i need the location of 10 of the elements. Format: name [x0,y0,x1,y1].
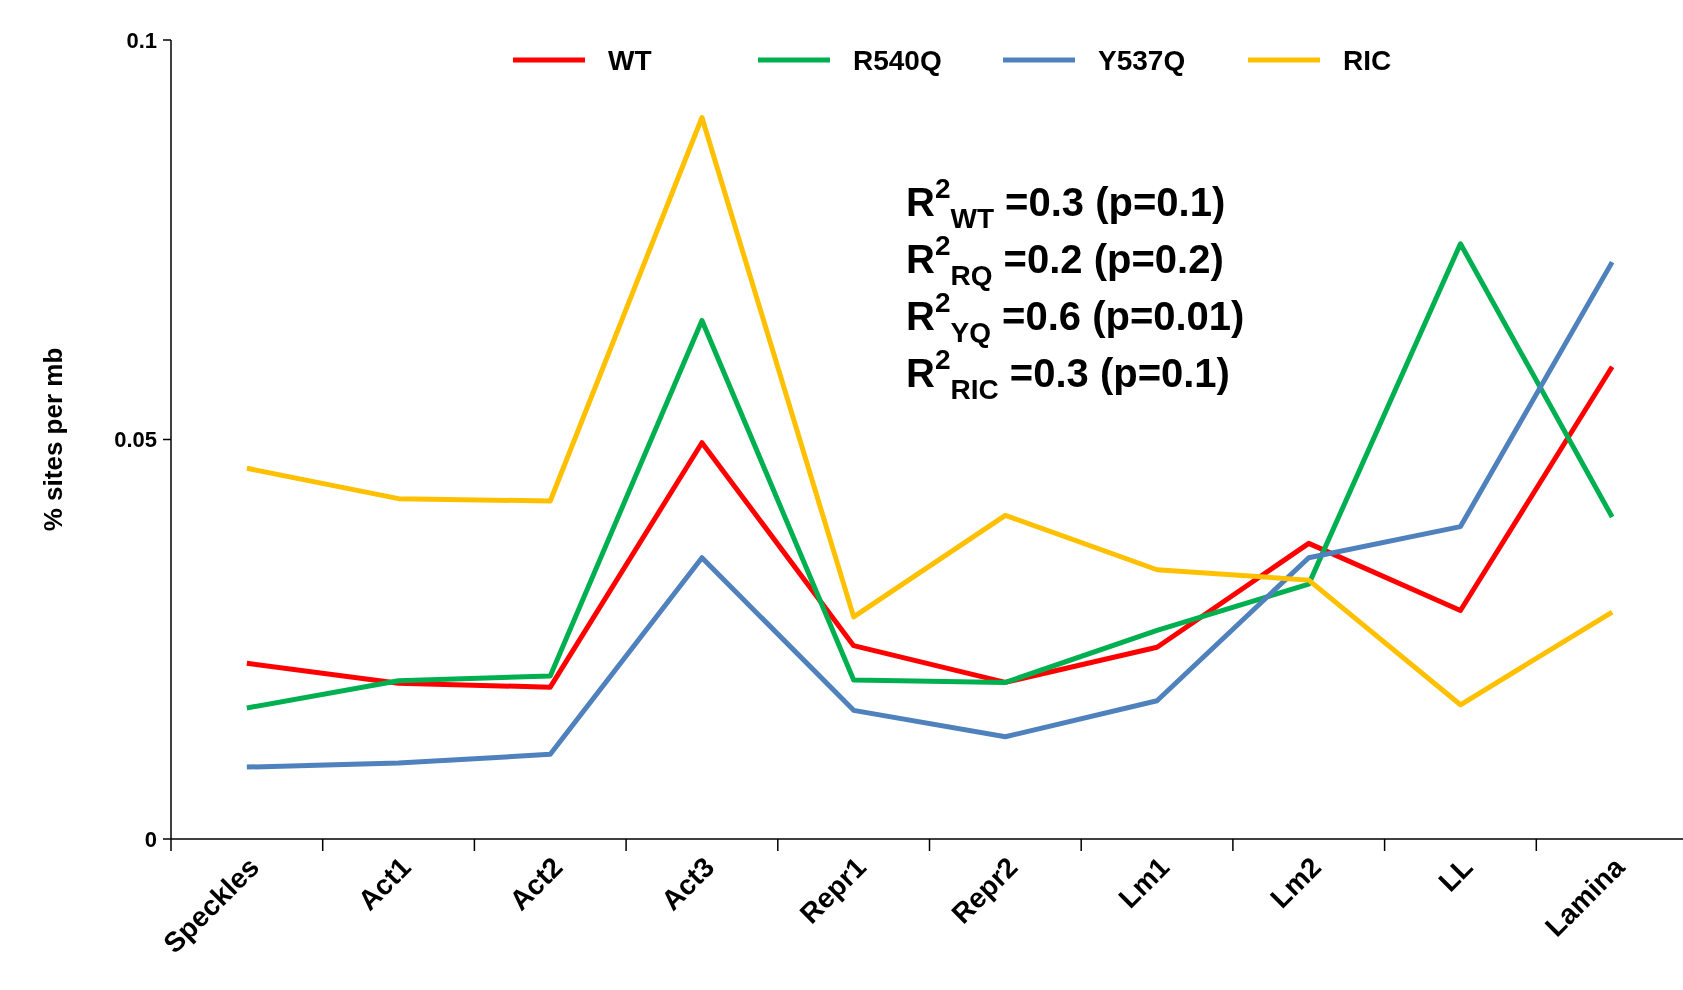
legend-label: RIC [1343,44,1392,76]
y-axis-title: % sites per mb [38,347,68,532]
legend-label: WT [608,44,652,76]
legend-label: R540Q [853,44,942,76]
annotation: R$^{2}$$_{WT}$ =0.3 (p=0.1) [906,173,1226,234]
legend-label: Y537Q [1098,44,1186,76]
y-tick-label: 0.05 [114,427,157,453]
y-tick-label: 0.1 [126,27,157,53]
y-tick-label: 0 [144,826,157,852]
x-tick-label: LL [1432,851,1479,898]
